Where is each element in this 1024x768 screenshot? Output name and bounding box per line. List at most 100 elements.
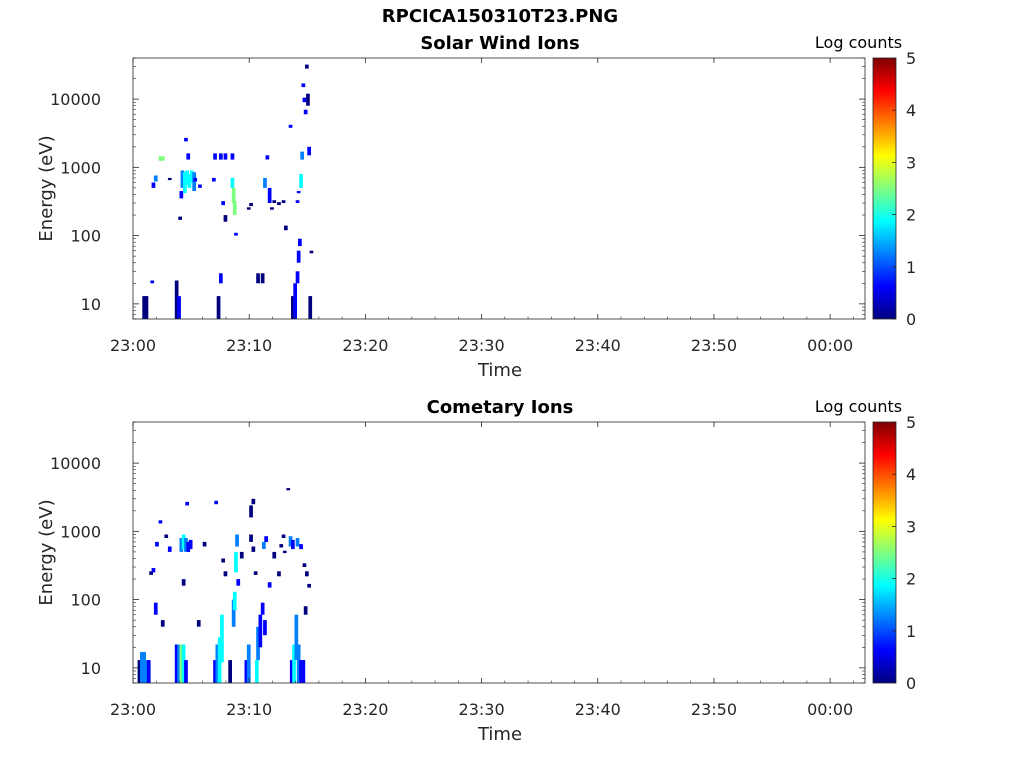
heatmap-cell <box>149 571 153 575</box>
heatmap-cell <box>255 660 259 683</box>
heatmap-cell <box>221 558 225 563</box>
heatmap-cells <box>137 488 311 683</box>
x-tick-label: 23:50 <box>691 700 737 719</box>
heatmap-cell <box>292 644 296 683</box>
heatmap-cell <box>277 571 281 577</box>
colorbar-tick-label: 3 <box>906 517 916 536</box>
heatmap-cell <box>305 571 309 577</box>
colorbar-tick-label: 4 <box>906 465 916 484</box>
chart-title: Cometary Ions <box>427 397 574 418</box>
heatmap-cell <box>251 546 256 552</box>
colorbar-tick-label: 4 <box>906 101 916 120</box>
x-tick-label: 23:40 <box>575 336 621 355</box>
x-tick-label: 23:50 <box>691 336 737 355</box>
heatmap-cell <box>305 64 309 69</box>
heatmap-cell <box>181 579 186 586</box>
heatmap-cell <box>198 184 202 188</box>
heatmap-cell <box>291 539 295 550</box>
heatmap-cell <box>246 644 251 683</box>
heatmap-cell <box>262 541 266 549</box>
heatmap-cell <box>223 153 228 160</box>
chart-panel-1: 23:00 23:10 23:20 23:30 23:40 23:50 00:0010100… <box>36 33 916 381</box>
heatmap-cell <box>214 500 218 505</box>
heatmap-cell <box>137 660 142 683</box>
heatmap-cell <box>153 602 158 615</box>
heatmap-cell <box>177 644 181 683</box>
heatmap-cell <box>184 137 188 142</box>
heatmap-cell <box>230 177 235 188</box>
heatmap-cell <box>140 652 144 683</box>
heatmap-cell <box>228 660 232 683</box>
plot-frame <box>132 421 866 684</box>
heatmap-cell <box>178 216 182 220</box>
heatmap-cell <box>179 538 184 552</box>
y-axis-label: Energy (eV) <box>36 499 57 605</box>
y-tick-label: 10 <box>81 295 101 314</box>
colorbar-label: Log counts <box>815 33 902 52</box>
heatmap-cell <box>167 177 172 181</box>
colorbar-tick-label: 1 <box>906 622 916 641</box>
heatmap-cell <box>184 538 188 552</box>
heatmap-cell <box>177 296 181 319</box>
colorbar <box>872 57 897 320</box>
heatmap-cell <box>249 203 253 207</box>
heatmap-cell <box>188 539 193 550</box>
x-tick-label: 23:30 <box>459 700 505 719</box>
plot-frame <box>132 57 866 320</box>
heatmap-cell <box>249 505 253 518</box>
chart-panel-2: 23:00 23:10 23:20 23:30 23:40 23:50 00:0010100… <box>36 397 916 745</box>
heatmap-cells <box>142 64 314 319</box>
heatmap-cell <box>288 124 293 128</box>
heatmap-cell <box>282 550 287 554</box>
heatmap-cell <box>281 534 286 538</box>
y-tick-label: 10000 <box>50 90 101 109</box>
x-tick-label: 00:00 <box>807 700 853 719</box>
heatmap-cell <box>264 536 268 542</box>
heatmap-cell <box>239 551 244 559</box>
heatmap-cell <box>281 200 286 203</box>
y-tick-label: 10 <box>81 659 101 678</box>
heatmap-cell <box>302 97 307 103</box>
heatmap-cell <box>231 187 236 203</box>
y-tick-label: 1000 <box>60 522 101 541</box>
colorbar-tick-label: 1 <box>906 258 916 277</box>
heatmap-cell <box>189 170 194 183</box>
heatmap-cell <box>279 544 284 548</box>
y-tick-label: 1000 <box>60 158 101 177</box>
heatmap-cell <box>223 571 228 577</box>
heatmap-cell <box>265 155 270 160</box>
heatmap-cell <box>212 177 216 182</box>
heatmap-cell <box>216 296 221 319</box>
heatmap-cell <box>246 207 251 210</box>
heatmap-cell <box>179 191 184 199</box>
figure-title: RPCICA150310T23.PNG <box>381 6 619 27</box>
heatmap-cell <box>202 541 207 547</box>
heatmap-cell <box>307 583 311 588</box>
x-axis-label: Time <box>477 724 522 745</box>
heatmap-cell <box>234 232 238 236</box>
heatmap-cell <box>294 614 299 660</box>
heatmap-cell <box>167 546 172 552</box>
heatmap-cell <box>272 200 277 203</box>
x-tick-label: 23:40 <box>575 700 621 719</box>
chart-title: Solar Wind Ions <box>420 33 579 54</box>
heatmap-cell <box>181 644 186 683</box>
heatmap-cell <box>253 571 258 575</box>
heatmap-cell <box>299 544 303 550</box>
heatmap-cell <box>298 238 302 247</box>
y-tick-label: 100 <box>70 227 101 246</box>
x-tick-label: 23:20 <box>342 336 388 355</box>
heatmap-cell <box>295 538 300 547</box>
heatmap-cell <box>144 660 149 683</box>
heatmap-cell <box>221 201 225 206</box>
heatmap-cell <box>272 551 277 559</box>
heatmap-cell <box>174 280 179 319</box>
heatmap-cell <box>308 296 313 319</box>
heatmap-cell <box>270 207 274 210</box>
heatmap-cell <box>249 534 253 542</box>
plot-area <box>133 58 865 319</box>
heatmap-cell <box>301 83 306 88</box>
heatmap-cell <box>155 541 159 547</box>
plot-area <box>133 422 865 683</box>
